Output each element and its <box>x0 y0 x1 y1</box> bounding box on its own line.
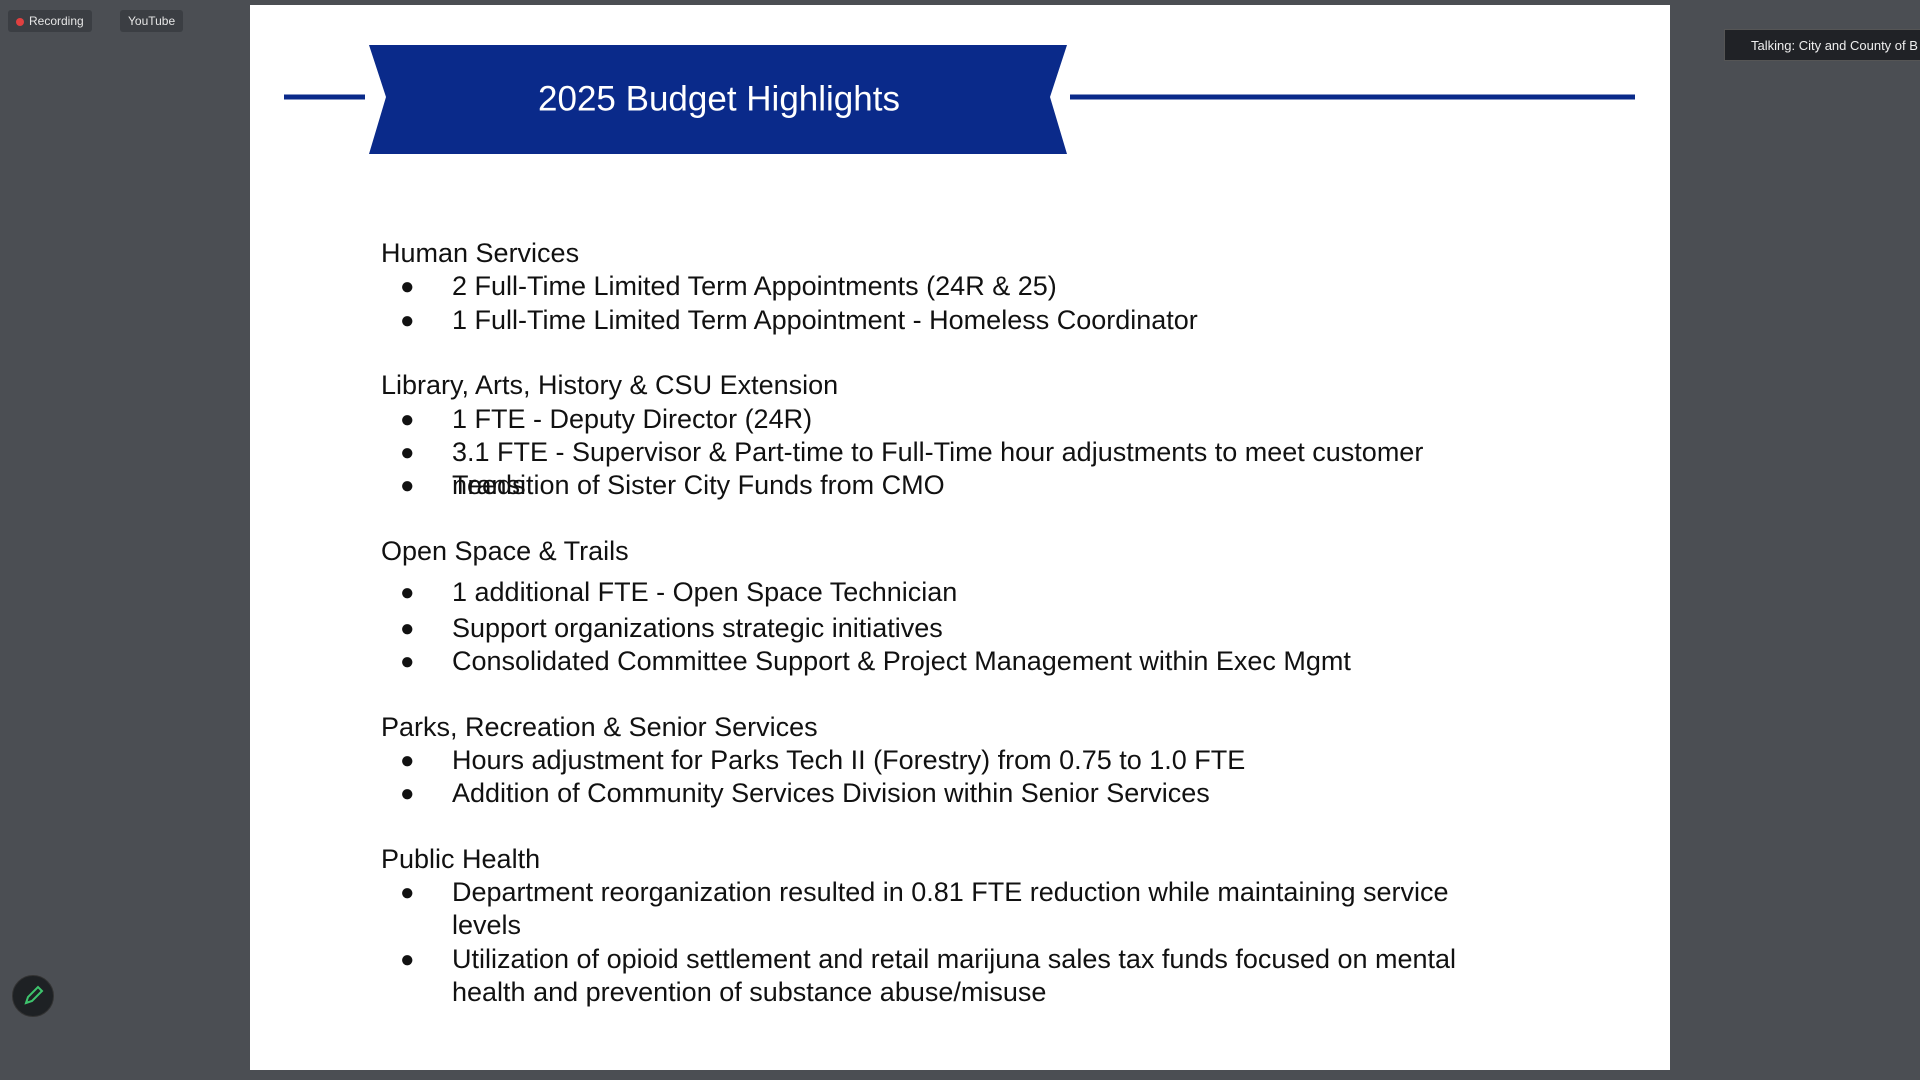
bullet-text: Hours adjustment for Parks Tech II (Fore… <box>452 745 1246 775</box>
bullet: ● <box>400 579 415 606</box>
bullet: ● <box>400 946 415 973</box>
pen-icon <box>24 985 44 1005</box>
bullet-text: Department reorganization resulted in 0.… <box>452 877 1449 940</box>
bullet-text: Consolidated Committee Support & Project… <box>452 646 1351 676</box>
banner: 2025 Budget Highlights <box>284 45 1635 154</box>
bullet: ● <box>400 648 415 675</box>
bullet: ● <box>400 307 415 334</box>
section-heading: Public Health <box>381 844 541 874</box>
section-heading: Human Services <box>381 238 580 268</box>
youtube-label: YouTube <box>128 14 176 28</box>
section-heading: Parks, Recreation & Senior Services <box>381 712 818 742</box>
bullet-text: Support organizations strategic initiati… <box>452 613 943 643</box>
bullet-text: Utilization of opioid settlement and ret… <box>452 944 1457 1007</box>
bullet-text: Addition of Community Services Division … <box>452 778 1210 808</box>
bullet: ● <box>400 780 415 807</box>
bullet: ● <box>400 273 415 300</box>
bullet-text: Transition of Sister City Funds from CMO <box>452 470 945 500</box>
slide-title: 2025 Budget Highlights <box>538 79 900 118</box>
bullet-text: 2 Full-Time Limited Term Appointments (2… <box>452 271 1057 301</box>
bullet: ● <box>400 472 415 499</box>
slide: 2025 Budget Highlights Human Services ● 2 … <box>250 5 1670 1070</box>
bullet: ● <box>400 879 415 906</box>
bullet: ● <box>400 439 415 466</box>
recording-badge[interactable]: Recording <box>8 10 92 32</box>
recording-label: Recording <box>29 14 84 28</box>
bullet-text: 3.1 FTE - Supervisor & Part-time to Full… <box>452 437 1424 500</box>
section-heading: Library, Arts, History & CSU Extension <box>381 370 839 400</box>
youtube-badge[interactable]: YouTube <box>120 10 184 32</box>
bullet-text: 1 FTE - Deputy Director (24R) <box>452 404 813 434</box>
bullet-text: 1 additional FTE - Open Space Technician <box>452 577 958 607</box>
bullet: ● <box>400 615 415 642</box>
bullet: ● <box>400 406 415 433</box>
banner-shape <box>369 45 1067 154</box>
bullet: ● <box>400 747 415 774</box>
bullet-text: 1 Full-Time Limited Term Appointment - H… <box>452 305 1198 335</box>
talking-indicator: Talking: City and County of B <box>1724 29 1920 61</box>
annotate-button[interactable] <box>12 975 54 1017</box>
section-heading: Open Space & Trails <box>381 536 629 566</box>
